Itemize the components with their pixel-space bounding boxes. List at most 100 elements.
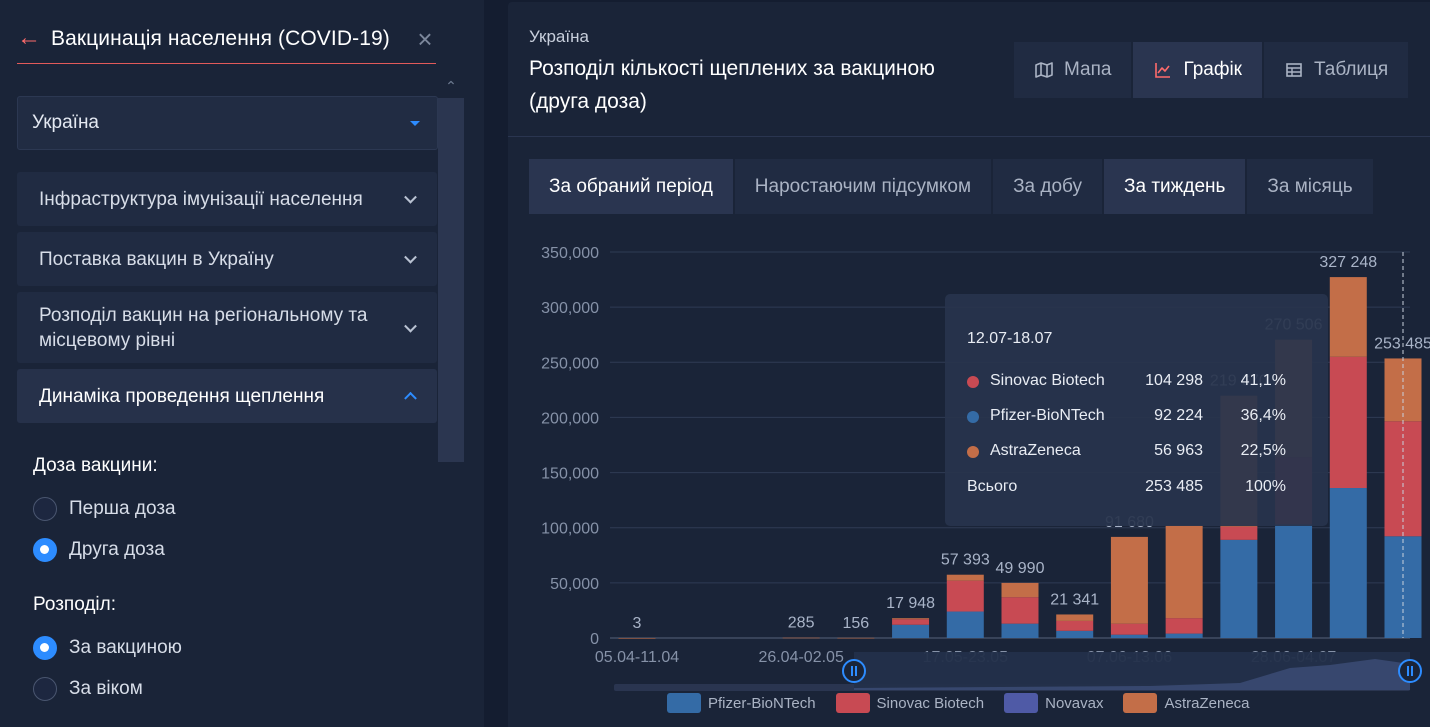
y-tick-label: 50,000 — [550, 576, 599, 593]
x-tick-label: 05.04-11.04 — [595, 649, 679, 666]
tab-chart[interactable]: Графік — [1133, 42, 1262, 98]
legend-item-pfizer[interactable]: Pfizer-BioNTech — [667, 693, 816, 713]
bar-segment — [1001, 582, 1039, 598]
y-tick-label: 0 — [590, 631, 599, 648]
legend-swatch — [1004, 693, 1039, 713]
data-label: 57 393 — [941, 552, 990, 569]
bar-segment — [782, 637, 820, 639]
tooltip-total-percent: 100% — [1245, 478, 1286, 495]
bar-segment — [1329, 488, 1367, 638]
series-dot-icon — [967, 376, 979, 388]
tab-label: Мапа — [1064, 59, 1112, 80]
bar-segment — [946, 574, 984, 581]
dose-label: Доза вакцини: — [33, 455, 158, 476]
radio-by-age[interactable]: За віком — [33, 677, 143, 701]
caret-down-icon — [410, 121, 420, 126]
series-dot-icon — [967, 446, 979, 458]
accordion-vaccination-dynamics[interactable]: Динаміка проведення щеплення — [17, 369, 437, 423]
zoom-sparkline — [854, 659, 1410, 690]
bar-segment — [892, 624, 930, 638]
accordion-immunization-infrastructure[interactable]: Інфраструктура імунізації населення — [17, 172, 437, 226]
accordion-vaccine-supply[interactable]: Поставка вакцин в Україну — [17, 232, 437, 286]
tab-label: Таблиця — [1314, 59, 1389, 80]
radio-label: Перша доза — [69, 498, 176, 519]
tab-cumulative[interactable]: Наростаючим підсумком — [734, 159, 992, 214]
legend-item-astrazeneca[interactable]: AstraZeneca — [1123, 693, 1250, 713]
legend-swatch — [667, 693, 701, 713]
y-tick-label: 350,000 — [541, 245, 599, 262]
accordion-label: Інфраструктура імунізації населення — [39, 188, 363, 210]
bar-segment — [837, 637, 875, 639]
bar-segment — [946, 580, 984, 612]
map-icon — [1035, 62, 1053, 78]
arrow-left-icon[interactable]: ← — [17, 23, 41, 51]
bar-segment — [1001, 623, 1039, 638]
zoom-handle-grip — [1411, 666, 1413, 676]
accordion-vaccine-distribution[interactable]: Розподіл вакцин на регіональному та місц… — [17, 292, 437, 363]
zoom-handle-right-icon — [1398, 659, 1422, 683]
bar-segment — [1110, 536, 1148, 624]
bar-segment — [892, 618, 930, 620]
tab-per-week[interactable]: За тиждень — [1104, 159, 1246, 214]
radio-second-dose[interactable]: Друга доза — [33, 538, 165, 562]
panel-title: Вакцинація населення (COVID-19) — [51, 26, 390, 50]
bar-segment — [1001, 597, 1039, 624]
bar-segment — [1329, 356, 1367, 489]
scrollbar[interactable] — [438, 98, 464, 462]
region-select-value: Україна — [32, 112, 100, 133]
accordion-label: Динаміка проведення щеплення — [39, 385, 325, 407]
y-tick-label: 150,000 — [541, 466, 599, 483]
tooltip-total-label: Всього — [967, 478, 1018, 495]
bar-segment — [946, 611, 984, 638]
legend-label: Novavax — [1045, 694, 1104, 712]
radio-by-vaccine[interactable]: За вакциною — [33, 636, 182, 660]
zoom-handle-grip — [1407, 666, 1409, 676]
bar-segment — [1220, 539, 1258, 638]
legend-item-novavax[interactable]: Novavax — [1004, 693, 1103, 713]
data-label: 21 341 — [1050, 591, 1099, 608]
radio-label: За віком — [69, 678, 143, 699]
chart-legend: Pfizer-BioNTech Sinovac Biotech Novavax … — [667, 693, 1260, 713]
tooltip-total-value: 253 485 — [1145, 478, 1203, 495]
tab-table[interactable]: Таблиця — [1264, 42, 1409, 98]
tab-label: Графік — [1183, 59, 1242, 80]
panel-header: ← Вакцинація населення (COVID-19) × — [17, 14, 436, 64]
chart-tooltip: 12.07-18.07 Sinovac Biotech 104 298 41,1… — [945, 294, 1328, 526]
bar-segment — [1110, 623, 1148, 635]
close-icon[interactable]: × — [417, 23, 433, 54]
chart-title: Розподіл кількості щеплених за вакциною … — [529, 57, 935, 113]
data-label: 3 — [633, 615, 642, 632]
bar-segment — [1275, 524, 1313, 638]
region-subtitle: Україна — [529, 27, 589, 46]
radio-label: Друга доза — [69, 539, 165, 560]
legend-label: Sinovac Biotech — [876, 694, 985, 712]
bar-segment — [1165, 525, 1203, 619]
legend-item-sinovac[interactable]: Sinovac Biotech — [835, 693, 985, 713]
split-label: Розподіл: — [33, 594, 117, 615]
tooltip-date: 12.07-18.07 — [967, 330, 1053, 347]
accordion-label: Розподіл вакцин на регіональному та місц… — [39, 304, 368, 351]
tooltip-value: 56 963 — [1154, 442, 1203, 459]
bar-segment — [1056, 614, 1094, 621]
tab-selected-period[interactable]: За обраний період — [529, 159, 733, 214]
zoom-handle-left-icon — [842, 659, 866, 683]
tab-per-month[interactable]: За місяць — [1247, 159, 1373, 214]
tooltip-series-name: Sinovac Biotech — [990, 372, 1105, 389]
bar-segment — [1056, 620, 1094, 631]
scroll-up-icon[interactable]: ⌃ — [445, 78, 457, 94]
data-label: 253 485 — [1374, 335, 1430, 352]
legend-label: AstraZeneca — [1164, 694, 1250, 712]
y-tick-label: 200,000 — [541, 410, 599, 427]
bar-segment — [1056, 630, 1094, 638]
tab-per-day[interactable]: За добу — [993, 159, 1103, 214]
bar-segment — [1329, 277, 1367, 357]
bar-segment — [1220, 526, 1258, 540]
radio-icon — [33, 497, 57, 521]
tooltip-percent: 36,4% — [1240, 407, 1286, 424]
radio-label: За вакциною — [69, 637, 182, 658]
region-select[interactable]: Україна — [17, 96, 438, 150]
table-icon — [1286, 63, 1302, 77]
tab-map[interactable]: Мапа — [1014, 42, 1132, 98]
tooltip-percent: 41,1% — [1240, 372, 1286, 389]
radio-first-dose[interactable]: Перша доза — [33, 497, 176, 521]
